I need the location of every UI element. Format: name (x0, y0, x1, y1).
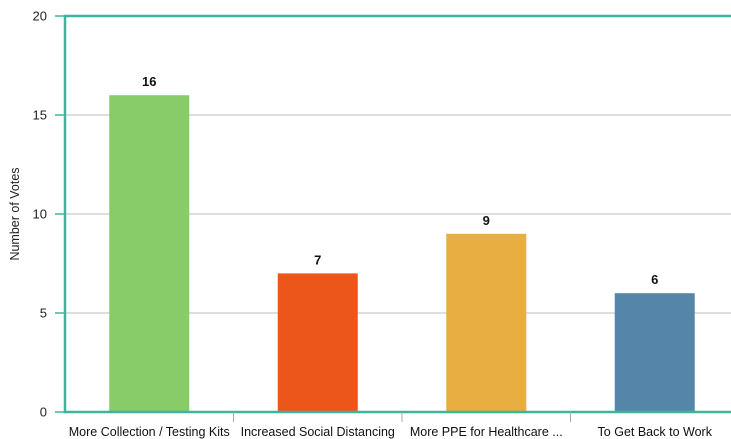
y-axis-title: Number of Votes (8, 167, 22, 260)
x-tick-label: Increased Social Distancing (241, 425, 395, 439)
data-label: 7 (314, 252, 321, 267)
bar[interactable] (277, 273, 358, 412)
bar[interactable] (614, 293, 695, 412)
y-axis-ticks: 0 5 10 15 20 (33, 9, 47, 420)
bar[interactable] (109, 95, 190, 412)
data-label: 9 (483, 213, 490, 228)
y-tick-label: 0 (40, 405, 47, 420)
data-label: 6 (651, 272, 658, 287)
x-axis-ticks: More Collection / Testing Kits Increased … (69, 412, 713, 439)
bars (109, 95, 695, 412)
y-tick-label: 15 (33, 108, 47, 123)
y-tick-label: 20 (33, 9, 47, 24)
x-tick-label: More Collection / Testing Kits (69, 425, 230, 439)
bar[interactable] (446, 233, 527, 412)
data-label: 16 (142, 74, 156, 89)
data-labels: 16 7 9 6 (142, 74, 658, 287)
x-tick-label: More PPE for Healthcare ... (410, 425, 563, 439)
plot-frame (55, 14, 731, 414)
y-tick-label: 5 (40, 306, 47, 321)
y-tick-label: 10 (33, 207, 47, 222)
x-tick-label: To Get Back to Work (598, 425, 713, 439)
